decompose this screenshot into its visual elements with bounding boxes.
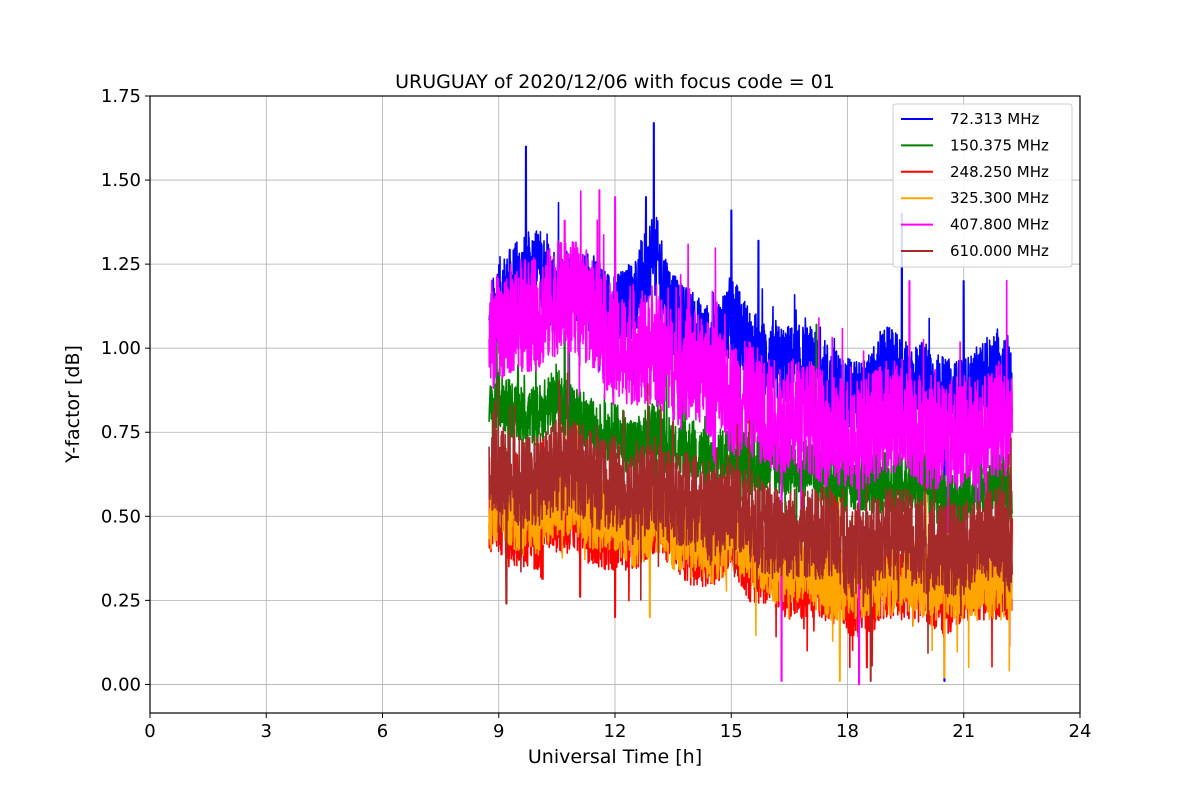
legend: 72.313 MHz 150.375 MHz 248.250 MHz 325.300 … — [892, 103, 1073, 268]
legend-entry-1: 150.375 MHz — [950, 136, 1049, 154]
x-tick-label: 18 — [836, 721, 859, 742]
y-tick-label: 0.50 — [101, 506, 141, 527]
legend-entry-5: 610.000 MHz — [950, 242, 1049, 260]
legend-entry-4: 407.800 MHz — [950, 216, 1049, 234]
x-axis-label: Universal Time [h] — [528, 746, 702, 768]
x-tick-label: 6 — [377, 721, 388, 742]
series-line-4 — [488, 189, 1013, 686]
x-tick-label: 3 — [261, 721, 272, 742]
series-line-5 — [488, 372, 1013, 682]
y-tick-label: 0.25 — [101, 590, 141, 611]
series-line-1 — [488, 323, 1013, 555]
y-tick-label: 0.75 — [101, 422, 141, 443]
legend-entry-0: 72.313 MHz — [950, 110, 1039, 128]
x-tick-label: 12 — [604, 721, 627, 742]
chart-title: URUGUAY of 2020/12/06 with focus code = … — [395, 71, 835, 93]
x-tick-label: 0 — [144, 721, 155, 742]
plot-area — [488, 122, 1013, 686]
y-tick-label: 1.00 — [101, 338, 141, 359]
legend-box — [892, 103, 1073, 268]
y-tick-label: 1.50 — [101, 170, 141, 191]
legend-entry-2: 248.250 MHz — [950, 163, 1049, 181]
x-tick-label: 24 — [1069, 721, 1092, 742]
x-tick-label: 9 — [493, 721, 504, 742]
y-tick-label: 1.75 — [101, 86, 141, 107]
y-tick-label: 1.25 — [101, 254, 141, 275]
x-tick-label: 21 — [952, 721, 975, 742]
legend-entry-3: 325.300 MHz — [950, 189, 1049, 207]
y-axis-label: Y-factor [dB] — [62, 345, 84, 464]
y-tick-label: 0.00 — [101, 674, 141, 695]
ticks: 0 3 6 9 12 15 18 21 24 0.00 0.25 0.50 0.75 1.00 1.25 1.… — [101, 86, 1092, 742]
x-tick-label: 15 — [720, 721, 743, 742]
